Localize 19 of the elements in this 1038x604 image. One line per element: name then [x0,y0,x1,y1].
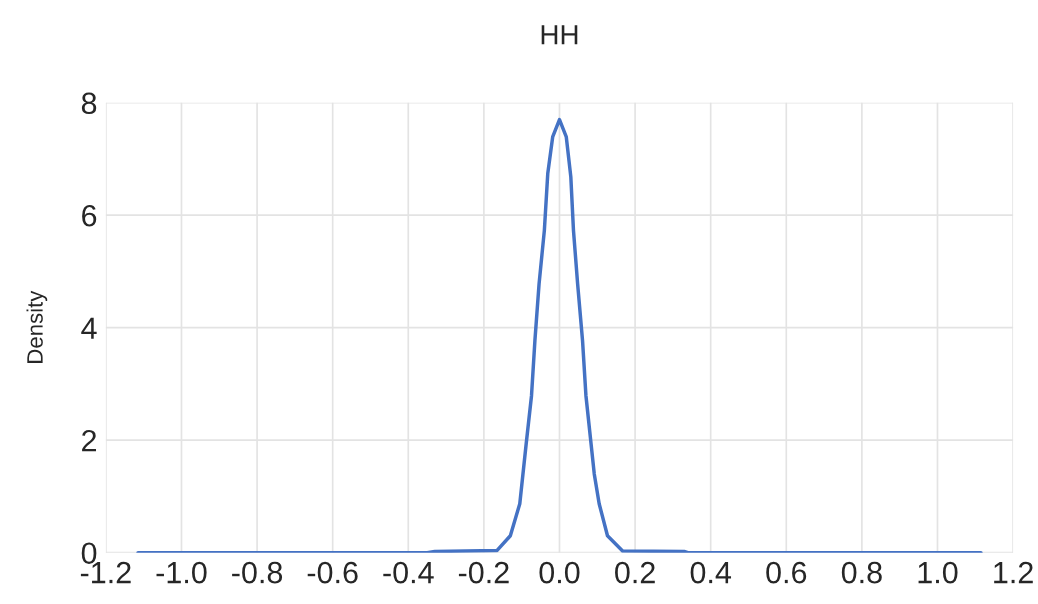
y-tick-label: 6 [82,204,97,227]
x-tick-label: 0.6 [766,561,807,584]
chart-title: HH [541,25,578,45]
x-tick-label: 0.8 [841,561,882,584]
x-tick-label: -0.2 [458,561,509,584]
x-tick-label: -1.0 [156,561,207,584]
x-tick-label: -0.8 [232,561,283,584]
y-tick-label: 8 [81,92,97,115]
x-tick-label: -0.4 [383,561,434,584]
x-tick-label: 1.2 [994,561,1033,584]
x-tick-label: -0.6 [307,561,358,584]
line-series [136,117,983,553]
x-tick-label: 0.4 [690,561,732,584]
y-tick-label: 4 [81,317,97,339]
x-tick-label: 0.2 [615,561,655,584]
y-axis-title: Density [26,290,48,363]
y-tick-label: 2 [82,429,97,452]
x-tick-label: 1.0 [918,561,958,584]
x-tick-label: 0.0 [539,561,580,584]
